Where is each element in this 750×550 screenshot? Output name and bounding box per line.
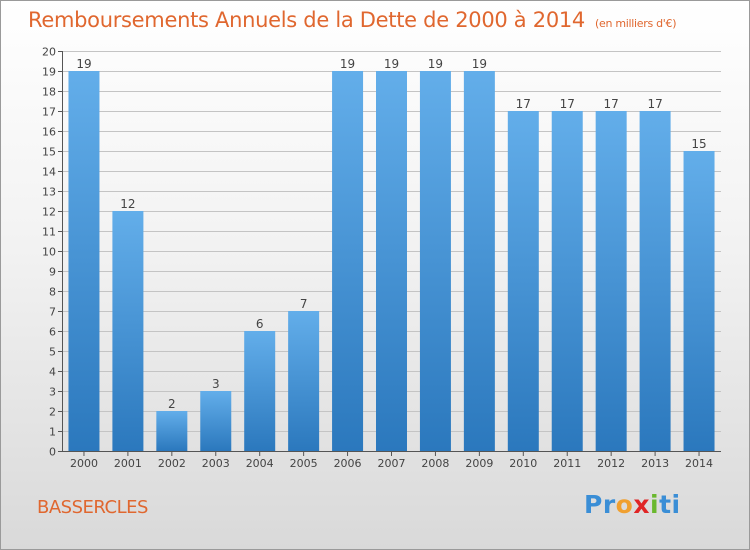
y-tick-label: 7	[49, 306, 56, 319]
logo-letter: i	[671, 490, 681, 519]
data-label-2014: 15	[691, 137, 706, 151]
y-tick-label: 13	[42, 186, 56, 199]
bar-2009	[463, 71, 495, 451]
bar-2013	[639, 111, 671, 451]
x-tick-label: 2002	[158, 457, 186, 470]
x-tick-label: 2000	[70, 457, 98, 470]
bar-2012	[595, 111, 627, 451]
bar-2004	[244, 331, 276, 451]
chart-title-text: Remboursements Annuels de la Dette de 20…	[28, 8, 585, 32]
x-tick-label: 2006	[334, 457, 362, 470]
logo-letter: t	[659, 490, 672, 519]
y-tick-label: 11	[42, 226, 56, 239]
logo-letter: P	[584, 490, 603, 519]
y-tick-label: 5	[49, 346, 56, 359]
logo-letter: r	[602, 490, 616, 519]
data-label-2000: 19	[76, 57, 91, 71]
logo-letter: i	[650, 490, 660, 519]
x-tick-label: 2007	[378, 457, 406, 470]
data-label-2003: 3	[212, 377, 220, 391]
x-tick-label: 2005	[290, 457, 318, 470]
bar-2005	[288, 311, 320, 451]
y-tick-label: 15	[42, 146, 56, 159]
data-label-2009: 19	[472, 57, 487, 71]
y-tick-label: 18	[42, 86, 56, 99]
x-tick-label: 2001	[114, 457, 142, 470]
commune-name: BASSERCLES	[37, 497, 148, 518]
bar-2007	[376, 71, 407, 451]
data-label-2006: 19	[340, 57, 355, 71]
logo-letter: o	[615, 490, 634, 519]
chart-title: Remboursements Annuels de la Dette de 20…	[28, 8, 676, 32]
bar-2000	[68, 71, 100, 451]
bars: 19 12 2 3 6 7 19 19 19 19 17 17 17 17 15	[68, 57, 715, 451]
bar-2014	[683, 151, 715, 451]
x-tick-label: 2014	[685, 457, 713, 470]
y-tick-label: 19	[42, 66, 56, 79]
y-tick-label: 4	[49, 366, 56, 379]
y-tick-label: 8	[49, 286, 56, 299]
y-tick-label: 14	[42, 166, 56, 179]
proxiti-logo: Proxiti	[584, 490, 681, 519]
x-tick-label: 2004	[246, 457, 274, 470]
y-tick-label: 6	[49, 326, 56, 339]
data-label-2005: 7	[300, 297, 308, 311]
x-tick-label: 2012	[597, 457, 625, 470]
bar-2011	[551, 111, 583, 451]
y-tick-label: 0	[49, 446, 56, 459]
y-tick-label: 9	[49, 266, 56, 279]
x-tick-label: 2010	[509, 457, 537, 470]
bar-2001	[112, 211, 144, 451]
data-label-2008: 19	[428, 57, 443, 71]
y-tick-label: 16	[42, 126, 56, 139]
y-tick-label: 3	[49, 386, 56, 399]
bar-2008	[419, 71, 451, 451]
y-tick-label: 2	[49, 406, 56, 419]
data-label-2010: 17	[516, 97, 531, 111]
logo-letter: x	[633, 490, 650, 519]
bar-2002	[156, 411, 188, 451]
bar-2006	[332, 71, 364, 451]
data-label-2002: 2	[168, 397, 176, 411]
data-label-2011: 17	[560, 97, 575, 111]
x-tick-label: 2011	[553, 457, 581, 470]
y-tick-label: 1	[49, 426, 56, 439]
x-tick-label: 2003	[202, 457, 230, 470]
data-label-2001: 12	[120, 197, 135, 211]
chart-subtitle: (en milliers d'€)	[595, 17, 677, 30]
data-label-2013: 17	[647, 97, 662, 111]
data-label-2004: 6	[256, 317, 264, 331]
x-tick-label: 2009	[465, 457, 493, 470]
y-tick-label: 12	[42, 206, 56, 219]
data-label-2007: 19	[384, 57, 399, 71]
bar-2003	[200, 391, 232, 451]
y-tick-label: 10	[42, 246, 56, 259]
y-tick-label: 17	[42, 106, 56, 119]
bar-2010	[507, 111, 539, 451]
x-tick-label: 2013	[641, 457, 669, 470]
y-tick-label: 20	[42, 46, 56, 59]
x-tick-label: 2008	[421, 457, 449, 470]
x-axis: 2000 2001 2002 2003 2004 2005 2006 2007 2008 2009…	[62, 451, 721, 470]
data-label-2012: 17	[604, 97, 619, 111]
